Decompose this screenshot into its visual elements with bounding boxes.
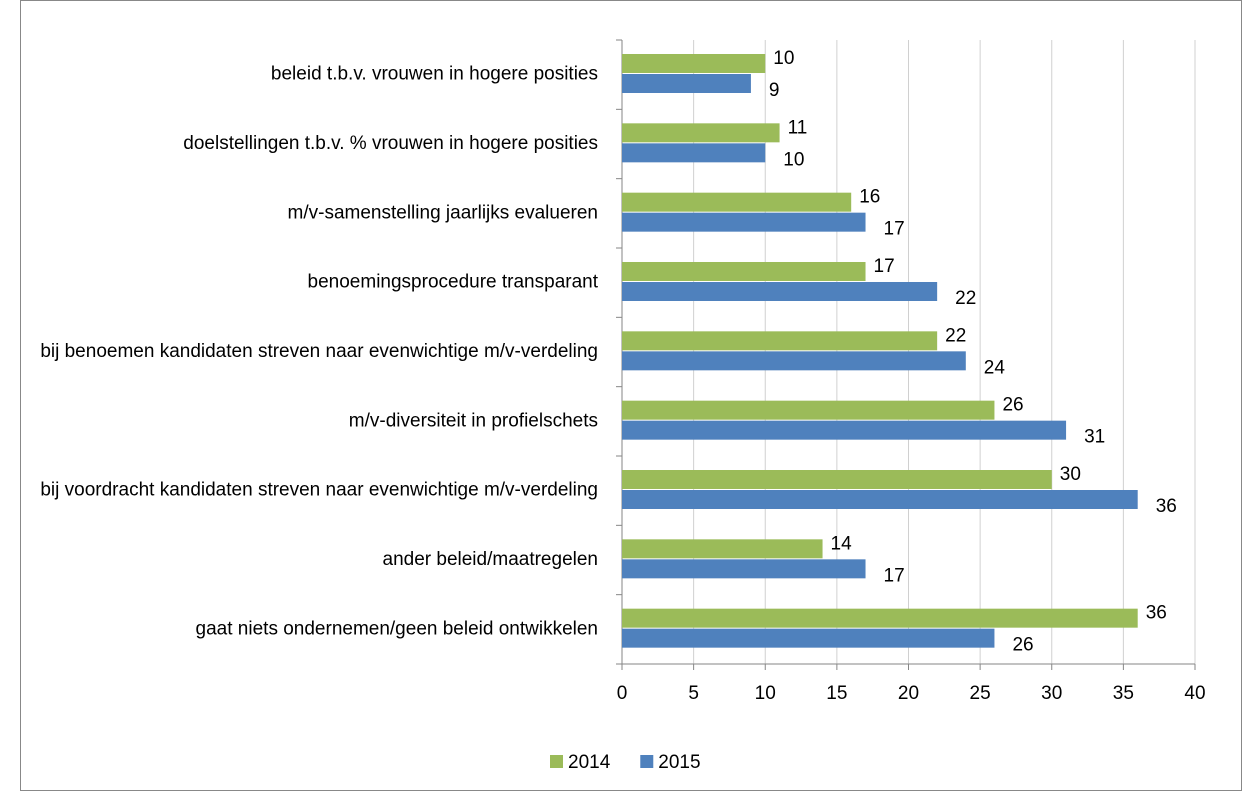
data-label: 16	[859, 187, 880, 208]
bar	[622, 490, 1138, 509]
bar	[622, 123, 780, 143]
data-label: 22	[945, 325, 966, 346]
x-tick-label: 25	[970, 683, 991, 704]
category-label: benoemingsprocedure transparant	[308, 272, 599, 293]
data-label: 11	[788, 117, 808, 138]
category-label: m/v-samenstelling jaarlijks evalueren	[288, 202, 598, 223]
x-tick-label: 35	[1113, 683, 1134, 704]
x-tick-label: 20	[898, 683, 919, 704]
data-label: 26	[1012, 635, 1033, 656]
category-label: doelstellingen t.b.v. % vrouwen in hoger…	[183, 133, 598, 154]
bar	[622, 608, 1138, 628]
bar	[622, 74, 751, 93]
bar	[622, 212, 866, 232]
data-label: 22	[955, 288, 976, 309]
data-label: 10	[783, 149, 804, 170]
x-tick-label: 0	[617, 683, 628, 704]
legend-label: 2015	[658, 752, 700, 773]
bar	[622, 54, 766, 73]
category-label: beleid t.b.v. vrouwen in hogere posities	[271, 64, 598, 85]
chart-frame	[20, 0, 1242, 791]
legend-swatch	[640, 755, 654, 768]
bar	[622, 143, 766, 163]
data-label: 24	[984, 357, 1006, 378]
data-label: 10	[773, 48, 794, 69]
bar	[622, 262, 866, 281]
x-tick-label: 40	[1184, 683, 1205, 704]
bar	[622, 559, 866, 579]
data-label: 26	[1002, 395, 1023, 416]
data-label: 36	[1156, 496, 1177, 517]
bar	[622, 400, 995, 420]
data-label: 17	[884, 219, 905, 240]
x-tick-label: 30	[1041, 683, 1062, 704]
category-label: gaat niets ondernemen/geen beleid ontwik…	[196, 618, 598, 639]
data-label: 17	[884, 565, 905, 586]
bar	[622, 192, 852, 212]
bar	[622, 470, 1052, 489]
x-tick-label: 5	[688, 683, 699, 704]
legend-swatch	[550, 755, 563, 768]
bar	[622, 420, 1067, 440]
bar	[622, 331, 938, 351]
data-label: 9	[769, 80, 780, 101]
bar	[622, 628, 995, 648]
x-tick-label: 10	[755, 683, 776, 704]
category-label: m/v-diversiteit in profielschets	[349, 410, 598, 431]
bar	[622, 539, 823, 559]
bar	[622, 282, 938, 301]
data-label: 17	[874, 256, 895, 277]
data-label: 31	[1084, 427, 1105, 448]
category-label: bij benoemen kandidaten streven naar eve…	[40, 341, 598, 362]
category-label: ander beleid/maatregelen	[383, 549, 599, 570]
x-tick-label: 15	[826, 683, 847, 704]
data-label: 14	[831, 533, 853, 554]
bar	[622, 351, 966, 371]
legend-label: 2014	[568, 752, 611, 773]
category-label: bij voordracht kandidaten streven naar e…	[40, 480, 598, 501]
data-label: 36	[1146, 603, 1167, 624]
data-label: 30	[1060, 464, 1081, 485]
